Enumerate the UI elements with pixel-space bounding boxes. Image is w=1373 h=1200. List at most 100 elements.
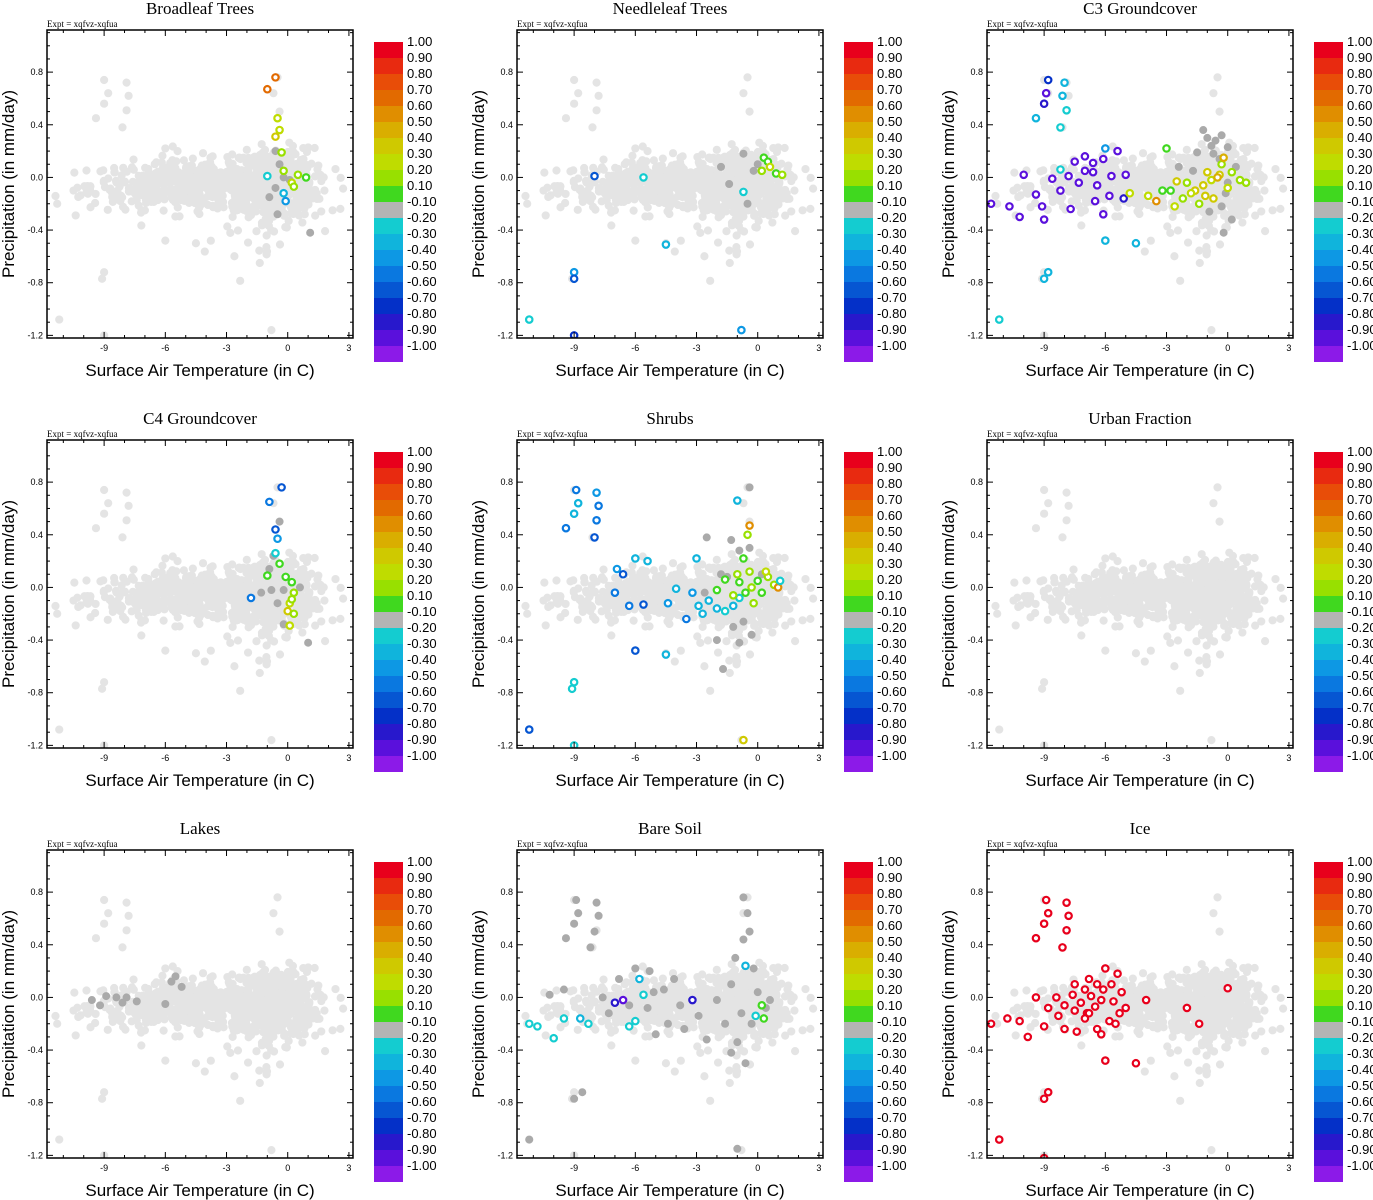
colored-point [293, 170, 303, 180]
background-point [280, 209, 289, 218]
background-point [195, 203, 204, 212]
background-point [200, 180, 209, 189]
gray-point [1209, 149, 1218, 158]
colorbar-swatch [374, 74, 403, 90]
background-point [246, 581, 255, 590]
background-point [320, 186, 329, 195]
background-point [261, 624, 270, 633]
colored-point [1143, 191, 1153, 201]
background-point [137, 221, 146, 230]
gray-point [1217, 131, 1226, 140]
background-point [264, 204, 273, 213]
background-point [298, 628, 307, 637]
background-point [168, 194, 177, 203]
background-point [1073, 186, 1082, 195]
experiment-label: Expt = xqfvz-xqfua [517, 19, 588, 29]
background-point [677, 162, 686, 171]
background-point [255, 258, 264, 268]
background-point [544, 192, 553, 202]
colorbar-label: -0.40 [407, 652, 437, 667]
background-point [594, 91, 603, 100]
colored-point [1005, 202, 1014, 211]
colorbar-label: -0.80 [877, 306, 907, 321]
background-point [122, 167, 131, 176]
colored-point [1158, 186, 1167, 195]
background-point [161, 554, 170, 563]
colored-point [1186, 188, 1196, 198]
colored-point [263, 84, 272, 94]
background-point [262, 231, 271, 240]
colorbar-swatch [374, 106, 403, 122]
background-point [806, 173, 815, 182]
colorbar-label: 0.50 [407, 524, 432, 539]
background-point [100, 75, 109, 85]
background-point [121, 205, 130, 214]
colored-point [1198, 181, 1208, 190]
background-point [100, 485, 109, 495]
background-point [1175, 153, 1184, 162]
background-point [206, 646, 215, 655]
gray-point [1199, 126, 1208, 135]
background-point [728, 164, 737, 173]
background-point [1202, 231, 1211, 240]
colorbar-label: 0.60 [1347, 98, 1372, 113]
background-point [610, 206, 619, 215]
background-point [262, 242, 271, 252]
x-tick-label: -3 [223, 753, 231, 763]
colored-point [1080, 152, 1090, 161]
x-tick-label: -3 [1163, 343, 1171, 353]
colorbar-swatch [374, 484, 403, 500]
background-point [69, 186, 78, 195]
background-point [158, 561, 167, 570]
background-point [665, 203, 674, 212]
background-point [69, 596, 78, 605]
background-point [1125, 162, 1134, 171]
background-point [745, 240, 755, 249]
colored-point [279, 166, 288, 176]
scatter-points [47, 483, 348, 748]
background-point [230, 601, 239, 610]
background-point [540, 168, 549, 177]
y-tick-label: 0.0 [30, 582, 43, 592]
colored-point [263, 571, 272, 580]
x-tick-label: 3 [816, 343, 821, 353]
background-point [91, 599, 100, 609]
colorbar-label: 0.70 [407, 82, 432, 97]
colorbar-swatch [374, 234, 403, 250]
background-point [581, 176, 591, 185]
background-point [801, 164, 810, 174]
gray-point [716, 162, 725, 171]
y-tick-label: -0.4 [27, 635, 43, 645]
background-point [1195, 258, 1204, 268]
colored-point [265, 497, 274, 507]
background-point [714, 213, 723, 222]
background-point [228, 159, 237, 168]
background-point [739, 89, 748, 98]
background-point [120, 587, 130, 596]
colored-point [1092, 181, 1102, 190]
y-axis-label: Precipitation (in mm/day) [0, 90, 18, 278]
background-point [698, 159, 707, 168]
panel-title: Shrubs [646, 409, 693, 428]
colorbar-swatch [844, 74, 873, 90]
colored-point [777, 170, 787, 180]
background-point [743, 73, 752, 82]
background-point [745, 107, 754, 116]
background-point [790, 227, 800, 236]
colored-point [524, 315, 534, 324]
x-axis-label: Surface Air Temperature (in C) [85, 361, 314, 380]
background-point [207, 162, 216, 171]
background-point [1140, 247, 1149, 256]
background-point [696, 228, 705, 238]
background-point [1271, 164, 1280, 174]
background-point [623, 192, 632, 202]
background-point [539, 186, 548, 195]
colorbar-label: -0.50 [407, 258, 437, 273]
background-point [99, 576, 108, 585]
experiment-label: Expt = xqfvz-xqfua [47, 429, 118, 439]
background-point [770, 204, 779, 213]
background-point [236, 686, 245, 695]
x-tick-label: 3 [346, 343, 351, 353]
background-point [339, 184, 348, 193]
